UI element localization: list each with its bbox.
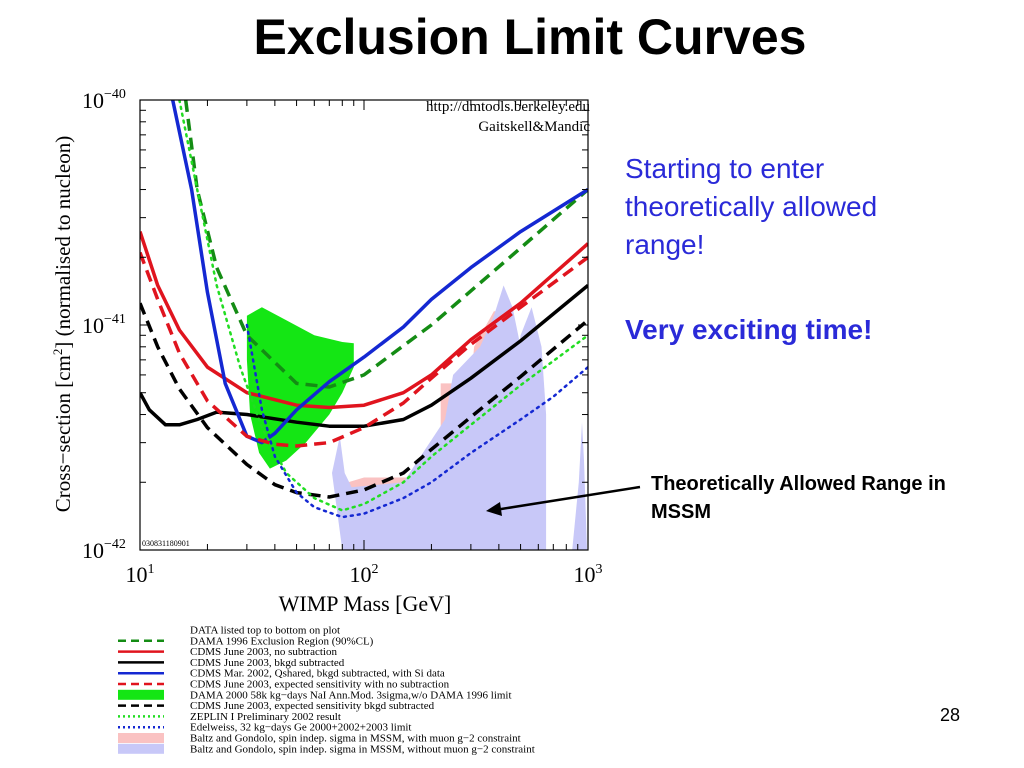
curve-6 [178, 100, 588, 512]
legend-label-9: Edelweiss, 32 kg−days Ge 2000+2002+2003 … [190, 722, 411, 734]
x-tick-label-0: 101 [126, 562, 155, 587]
note-exciting-time: Very exciting time! [625, 314, 873, 345]
legend-swatch-11 [118, 743, 164, 754]
credit-annotation: Gaitskell&Mandic [478, 119, 590, 135]
legend-swatch-10 [118, 733, 164, 743]
curve-4 [140, 251, 588, 448]
page-number: 28 [940, 705, 961, 725]
legend-label-0: DATA listed top to bottom on plot [190, 625, 340, 637]
legend-label-3: CDMS June 2003, bkgd subtracted [190, 657, 345, 669]
legend-label-2: CDMS June 2003, no subtraction [190, 646, 337, 658]
curve-7 [245, 323, 588, 519]
legend-label-5: CDMS June 2003, expected sensitivity wit… [190, 679, 450, 691]
y-tick-label-1: 10−41 [82, 312, 126, 338]
y-tick-label-0: 10−40 [82, 87, 126, 113]
y-tick-label-2: 10−42 [82, 537, 126, 563]
callout-arrow-line [494, 485, 641, 512]
exclusion-curves [140, 100, 588, 519]
exclusion-limit-chart: 101 102 103 10−40 10−41 10−42 http://dmtools.… [50, 87, 603, 755]
x-tick-label-1: 102 [350, 562, 379, 587]
legend-label-6: DAMA 2000 58k kg−days NaI Ann.Mod. 3sigm… [190, 689, 512, 701]
region-4 [572, 422, 587, 550]
legend-swatch-6 [118, 689, 164, 700]
y-axis-label-superscript: 2 [50, 349, 65, 356]
source-url-annotation: http://dmtools.berkeley.edu [426, 99, 590, 115]
legend-label-11: Baltz and Gondolo, spin indep. sigma in … [190, 743, 535, 755]
region-3 [503, 307, 547, 550]
curve-5 [140, 302, 588, 499]
note-entering-allowed-range: Starting to enter theoretically allowed … [625, 153, 878, 260]
legend-label-8: ZEPLIN I Preliminary 2002 result [190, 711, 341, 723]
curve-1 [140, 231, 588, 410]
plot-id-annotation: 030831180901 [142, 539, 190, 548]
y-axis-label-part2: ] (normalised to nucleon) [51, 136, 75, 349]
slide-title: Exclusion Limit Curves [253, 9, 807, 65]
callout-arrow-head [486, 502, 502, 516]
curve-0 [183, 100, 588, 389]
curve-2 [140, 284, 588, 428]
axis-ticks: 101 102 103 10−40 10−41 10−42 [82, 87, 603, 587]
legend-label-4: CDMS Mar. 2002, Qshared, bkgd subtracted… [190, 668, 445, 680]
legend-label-10: Baltz and Gondolo, spin indep. sigma in … [190, 733, 521, 745]
region-2 [332, 285, 521, 550]
x-axis-label: WIMP Mass [GeV] [279, 591, 452, 616]
legend-label-1: DAMA 1996 Exclusion Region (90%CL) [190, 635, 374, 647]
curve-3 [170, 100, 588, 445]
region-0 [246, 307, 354, 469]
mssm-and-dama-regions [246, 285, 587, 550]
y-axis-label-part1: Cross−section [cm [51, 355, 75, 512]
x-tick-label-2: 103 [574, 562, 603, 587]
legend-label-7: CDMS June 2003, expected sensitivity bkg… [190, 700, 435, 712]
y-axis-label: Cross−section [cm2] (normalised to nucle… [50, 136, 75, 512]
mssm-callout-label: Theoretically Allowed Range in MSSM [651, 473, 946, 523]
